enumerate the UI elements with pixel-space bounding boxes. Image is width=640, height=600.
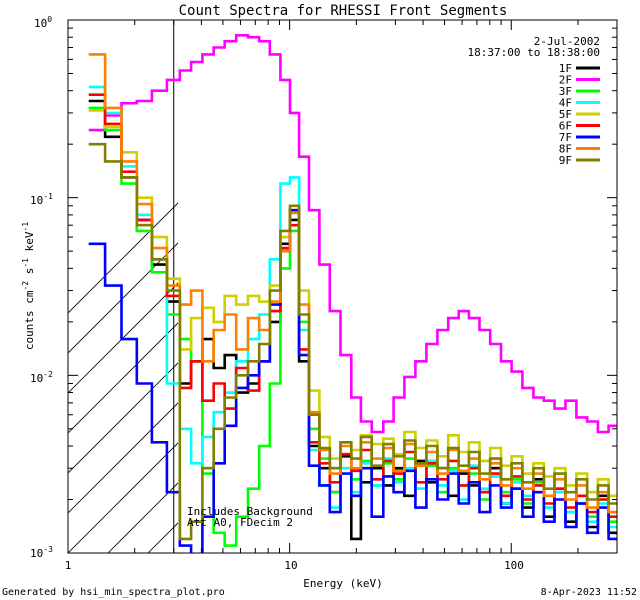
y-axis-label: counts cm-2 s-1 keV-1: [21, 222, 36, 350]
legend-label-7f: 7F: [559, 131, 572, 144]
series-line-2f: [88, 34, 617, 434]
annotation-attenuator: Att A0, FDecim 2: [187, 516, 293, 529]
y-tick-label-1e-2: 10-2: [30, 370, 53, 385]
series-line-8f: [88, 53, 617, 514]
y-axis-ticks: [68, 19, 617, 554]
x-axis-ticks: [67, 20, 618, 553]
legend-label-6f: 6F: [559, 120, 572, 133]
x-tick-label-10: 10: [284, 559, 297, 572]
series-layer: [88, 34, 617, 553]
series-line-4f: [88, 85, 617, 529]
plot-frame: [67, 19, 618, 554]
legend-label-3f: 3F: [559, 85, 572, 98]
legend-label-4f: 4F: [559, 97, 572, 110]
annotation-background: Includes Background: [187, 505, 313, 518]
hatched-region: [68, 202, 178, 553]
y-tick-label-1e0: 100: [34, 15, 52, 30]
footer-timestamp: 8-Apr-2023 11:52: [541, 587, 637, 598]
series-line-6f: [88, 93, 617, 518]
legend-label-9f: 9F: [559, 154, 572, 167]
chart-title: Count Spectra for RHESSI Front Segments: [179, 3, 508, 19]
legend-label-8f: 8F: [559, 143, 572, 156]
footer-generator: Generated by hsi_min_spectra_plot.pro: [2, 587, 225, 598]
legend-label-5f: 5F: [559, 108, 572, 121]
legend-label-1f: 1F: [559, 62, 572, 75]
y-tick-label-1e-3: 10-3: [30, 545, 53, 560]
y-tick-label-1e-1: 10-1: [30, 192, 53, 207]
series-line-9f: [88, 142, 617, 541]
legend-label-2f: 2F: [559, 74, 572, 87]
x-tick-label-100: 100: [504, 559, 524, 572]
x-axis-label: Energy (keV): [303, 577, 382, 590]
x-tick-label-1: 1: [65, 559, 72, 572]
series-line-5f: [88, 109, 617, 498]
series-line-7f: [88, 208, 617, 553]
legend-date: 2-Jul-2002: [534, 35, 600, 48]
legend-time-range: 18:37:00 to 18:38:00: [468, 46, 600, 59]
